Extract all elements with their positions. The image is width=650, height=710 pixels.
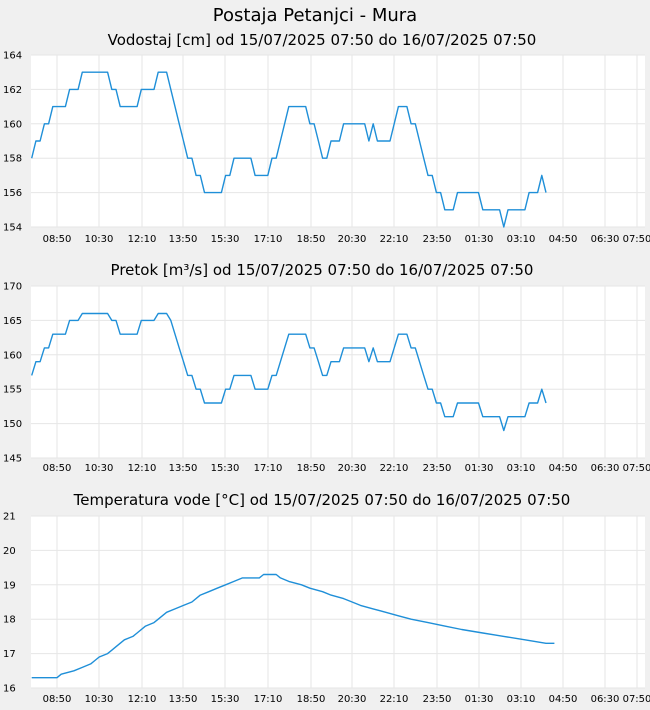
x-tick-label: 03:10 (507, 694, 536, 705)
x-tick-label: 13:50 (169, 694, 198, 705)
x-tick-label: 18:50 (297, 463, 326, 474)
x-tick-label: 17:10 (254, 463, 283, 474)
y-tick-label: 164 (3, 51, 22, 62)
x-tick-label: 01:30 (465, 463, 494, 474)
x-tick-label: 07:50 (623, 234, 650, 245)
series-line (31, 312, 547, 432)
x-tick-label: 15:30 (211, 694, 240, 705)
x-tick-label: 23:50 (423, 463, 452, 474)
x-tick-label: 20:30 (338, 234, 367, 245)
x-tick-label: 12:10 (128, 234, 157, 245)
x-tick-label: 13:50 (169, 234, 198, 245)
x-tick-label: 15:30 (211, 463, 240, 474)
x-tick-label: 06:30 (591, 463, 620, 474)
chart-title: Temperatura vode [°C] od 15/07/2025 07:5… (73, 491, 571, 509)
y-tick-label: 20 (3, 546, 16, 557)
y-tick-label: 165 (3, 316, 22, 327)
y-tick-label: 21 (3, 512, 16, 523)
x-tick-label: 10:30 (85, 234, 114, 245)
y-tick-label: 150 (3, 419, 22, 430)
series-line (31, 573, 555, 679)
x-tick-label: 04:50 (549, 463, 578, 474)
y-tick-label: 155 (3, 385, 22, 396)
y-tick-label: 170 (3, 282, 22, 293)
x-tick-label: 22:10 (380, 234, 409, 245)
x-tick-label: 12:10 (128, 463, 157, 474)
x-tick-label: 15:30 (211, 234, 240, 245)
chart-title: Vodostaj [cm] od 15/07/2025 07:50 do 16/… (108, 31, 537, 49)
y-tick-label: 162 (3, 85, 22, 96)
x-tick-label: 18:50 (297, 694, 326, 705)
x-tick-label: 06:30 (591, 694, 620, 705)
x-tick-label: 23:50 (423, 694, 452, 705)
y-tick-label: 18 (3, 615, 16, 626)
y-tick-label: 156 (3, 188, 22, 199)
x-tick-label: 04:50 (549, 234, 578, 245)
series-line (31, 71, 547, 228)
x-tick-label: 18:50 (297, 234, 326, 245)
x-tick-label: 04:50 (549, 694, 578, 705)
x-tick-label: 10:30 (85, 463, 114, 474)
y-tick-label: 158 (3, 154, 22, 165)
plot-area (31, 516, 645, 688)
x-tick-label: 01:30 (465, 694, 494, 705)
x-tick-label: 13:50 (169, 463, 198, 474)
plot-area (31, 286, 645, 458)
x-tick-label: 17:10 (254, 694, 283, 705)
y-tick-label: 160 (3, 119, 22, 130)
y-tick-label: 145 (3, 454, 22, 465)
x-tick-label: 20:30 (338, 463, 367, 474)
x-tick-label: 22:10 (380, 463, 409, 474)
y-tick-label: 154 (3, 223, 22, 234)
x-tick-label: 07:50 (623, 463, 650, 474)
x-tick-label: 17:10 (254, 234, 283, 245)
page-title: Postaja Petanjci - Mura (213, 5, 417, 26)
y-tick-label: 160 (3, 350, 22, 361)
x-tick-label: 01:30 (465, 234, 494, 245)
x-tick-label: 12:10 (128, 694, 157, 705)
y-tick-label: 19 (3, 580, 16, 591)
x-tick-label: 22:10 (380, 694, 409, 705)
x-tick-label: 06:30 (591, 234, 620, 245)
x-tick-label: 23:50 (423, 234, 452, 245)
chart-title: Pretok [m³/s] od 15/07/2025 07:50 do 16/… (111, 261, 534, 279)
x-tick-label: 08:50 (43, 463, 72, 474)
x-tick-label: 07:50 (623, 694, 650, 705)
y-tick-label: 16 (3, 684, 16, 695)
x-tick-label: 08:50 (43, 694, 72, 705)
x-tick-label: 08:50 (43, 234, 72, 245)
x-tick-label: 10:30 (85, 694, 114, 705)
x-tick-label: 03:10 (507, 463, 536, 474)
x-tick-label: 03:10 (507, 234, 536, 245)
x-tick-label: 20:30 (338, 694, 367, 705)
y-tick-label: 17 (3, 649, 16, 660)
